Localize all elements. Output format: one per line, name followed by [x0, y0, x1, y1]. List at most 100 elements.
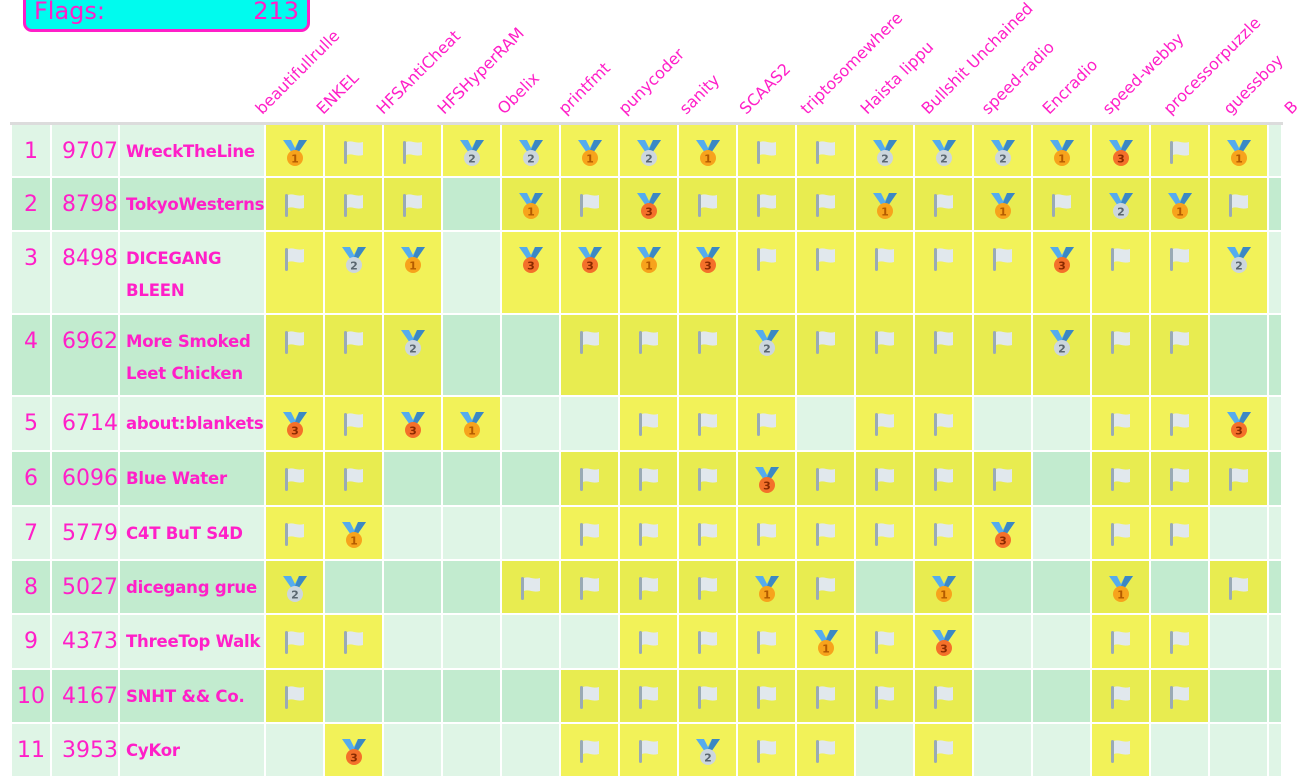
solve-cell[interactable]	[559, 175, 621, 232]
team-name[interactable]: SNHT && Co.	[126, 686, 245, 706]
solve-cell-silver[interactable]: 2	[382, 312, 444, 397]
team-name[interactable]: ThreeTop Walk	[126, 631, 261, 651]
solve-cell[interactable]	[795, 504, 857, 561]
solve-cell[interactable]	[854, 394, 916, 452]
solve-cell[interactable]	[1090, 312, 1152, 397]
solve-cell[interactable]	[677, 612, 739, 670]
solve-cell-silver[interactable]: 2	[1208, 229, 1270, 315]
challenge-header[interactable]: triptosomewhere	[796, 8, 906, 119]
solve-cell-bronze[interactable]: 3	[500, 229, 562, 315]
solve-cell[interactable]	[618, 612, 680, 670]
solve-cell[interactable]	[323, 449, 385, 507]
solve-cell-silver[interactable]: 2	[500, 122, 562, 178]
solve-cell[interactable]	[323, 122, 385, 178]
solve-cell-bronze[interactable]: 3	[736, 449, 798, 507]
solve-cell-silver[interactable]: 2	[1090, 175, 1152, 232]
solve-cell[interactable]	[618, 394, 680, 452]
solve-cell[interactable]	[913, 394, 975, 452]
solve-cell-bronze[interactable]: 3	[323, 721, 385, 778]
solve-cell[interactable]	[382, 122, 444, 178]
challenge-header[interactable]: Encradio	[1038, 55, 1101, 118]
solve-cell[interactable]	[972, 229, 1034, 315]
challenge-header[interactable]: guessboy	[1219, 50, 1287, 118]
solve-cell-bronze[interactable]: 3	[972, 504, 1034, 561]
solve-cell[interactable]	[1149, 667, 1211, 724]
solve-cell-bronze[interactable]: 3	[1090, 122, 1152, 178]
solve-cell-gold[interactable]: 1	[1031, 122, 1093, 178]
solve-cell[interactable]	[618, 721, 680, 778]
solve-cell[interactable]	[736, 175, 798, 232]
solve-cell[interactable]	[264, 312, 326, 397]
solve-cell[interactable]	[677, 667, 739, 724]
team-name[interactable]: More Smoked Leet Chicken	[126, 331, 251, 383]
solve-cell[interactable]	[795, 175, 857, 232]
solve-cell-gold[interactable]: 1	[854, 175, 916, 232]
solve-cell[interactable]	[559, 667, 621, 724]
solve-cell[interactable]	[913, 449, 975, 507]
solve-cell-bronze[interactable]: 3	[264, 394, 326, 452]
solve-cell-gold[interactable]: 1	[795, 612, 857, 670]
solve-cell[interactable]	[618, 312, 680, 397]
solve-cell[interactable]	[264, 229, 326, 315]
solve-cell[interactable]	[1149, 612, 1211, 670]
solve-cell-silver[interactable]: 2	[677, 721, 739, 778]
team-name[interactable]: WreckTheLine	[126, 142, 255, 161]
solve-cell[interactable]	[559, 504, 621, 561]
solve-cell[interactable]	[559, 312, 621, 397]
solve-cell-silver[interactable]: 2	[618, 122, 680, 178]
solve-cell-gold[interactable]: 1	[913, 558, 975, 615]
solve-cell[interactable]	[677, 449, 739, 507]
solve-cell[interactable]	[677, 175, 739, 232]
solve-cell[interactable]	[913, 721, 975, 778]
solve-cell[interactable]	[1090, 612, 1152, 670]
solve-cell-gold[interactable]: 1	[500, 175, 562, 232]
solve-cell[interactable]	[1149, 504, 1211, 561]
solve-cell[interactable]	[323, 175, 385, 232]
solve-cell[interactable]	[1208, 449, 1270, 507]
solve-cell[interactable]	[1208, 558, 1270, 615]
solve-cell-bronze[interactable]: 3	[913, 612, 975, 670]
solve-cell[interactable]	[559, 721, 621, 778]
solve-cell[interactable]	[1149, 312, 1211, 397]
solve-cell[interactable]	[736, 394, 798, 452]
solve-cell[interactable]	[618, 449, 680, 507]
solve-cell[interactable]	[618, 504, 680, 561]
solve-cell[interactable]	[559, 558, 621, 615]
solve-cell[interactable]	[913, 667, 975, 724]
solve-cell[interactable]	[795, 667, 857, 724]
solve-cell[interactable]	[795, 721, 857, 778]
solve-cell[interactable]	[677, 558, 739, 615]
challenge-header[interactable]: B	[1280, 96, 1300, 118]
solve-cell[interactable]	[1149, 449, 1211, 507]
solve-cell[interactable]	[736, 122, 798, 178]
solve-cell-gold[interactable]: 1	[264, 122, 326, 178]
solve-cell[interactable]	[736, 229, 798, 315]
solve-cell[interactable]	[1149, 394, 1211, 452]
solve-cell[interactable]	[618, 558, 680, 615]
solve-cell-gold[interactable]: 1	[1149, 175, 1211, 232]
solve-cell[interactable]	[264, 449, 326, 507]
solve-cell[interactable]	[913, 312, 975, 397]
solve-cell-bronze[interactable]: 3	[677, 229, 739, 315]
solve-cell[interactable]	[972, 312, 1034, 397]
solve-cell-silver[interactable]: 2	[972, 122, 1034, 178]
solve-cell-gold[interactable]: 1	[972, 175, 1034, 232]
solve-cell-silver[interactable]: 2	[1031, 312, 1093, 397]
solve-cell[interactable]	[913, 504, 975, 561]
solve-cell-silver[interactable]: 2	[854, 122, 916, 178]
solve-cell[interactable]	[795, 449, 857, 507]
solve-cell-gold[interactable]: 1	[441, 394, 503, 452]
solve-cell[interactable]	[854, 229, 916, 315]
solve-cell[interactable]	[736, 667, 798, 724]
solve-cell[interactable]	[854, 504, 916, 561]
solve-cell[interactable]	[854, 667, 916, 724]
solve-cell-bronze[interactable]: 3	[1208, 394, 1270, 452]
solve-cell-bronze[interactable]: 3	[1031, 229, 1093, 315]
solve-cell-gold[interactable]: 1	[736, 558, 798, 615]
solve-cell-bronze[interactable]: 3	[382, 394, 444, 452]
challenge-header[interactable]: Obelix	[493, 68, 544, 118]
solve-cell-bronze[interactable]: 3	[618, 175, 680, 232]
solve-cell-gold[interactable]: 1	[677, 122, 739, 178]
challenge-header[interactable]: sanity	[675, 70, 723, 118]
solve-cell[interactable]	[736, 612, 798, 670]
